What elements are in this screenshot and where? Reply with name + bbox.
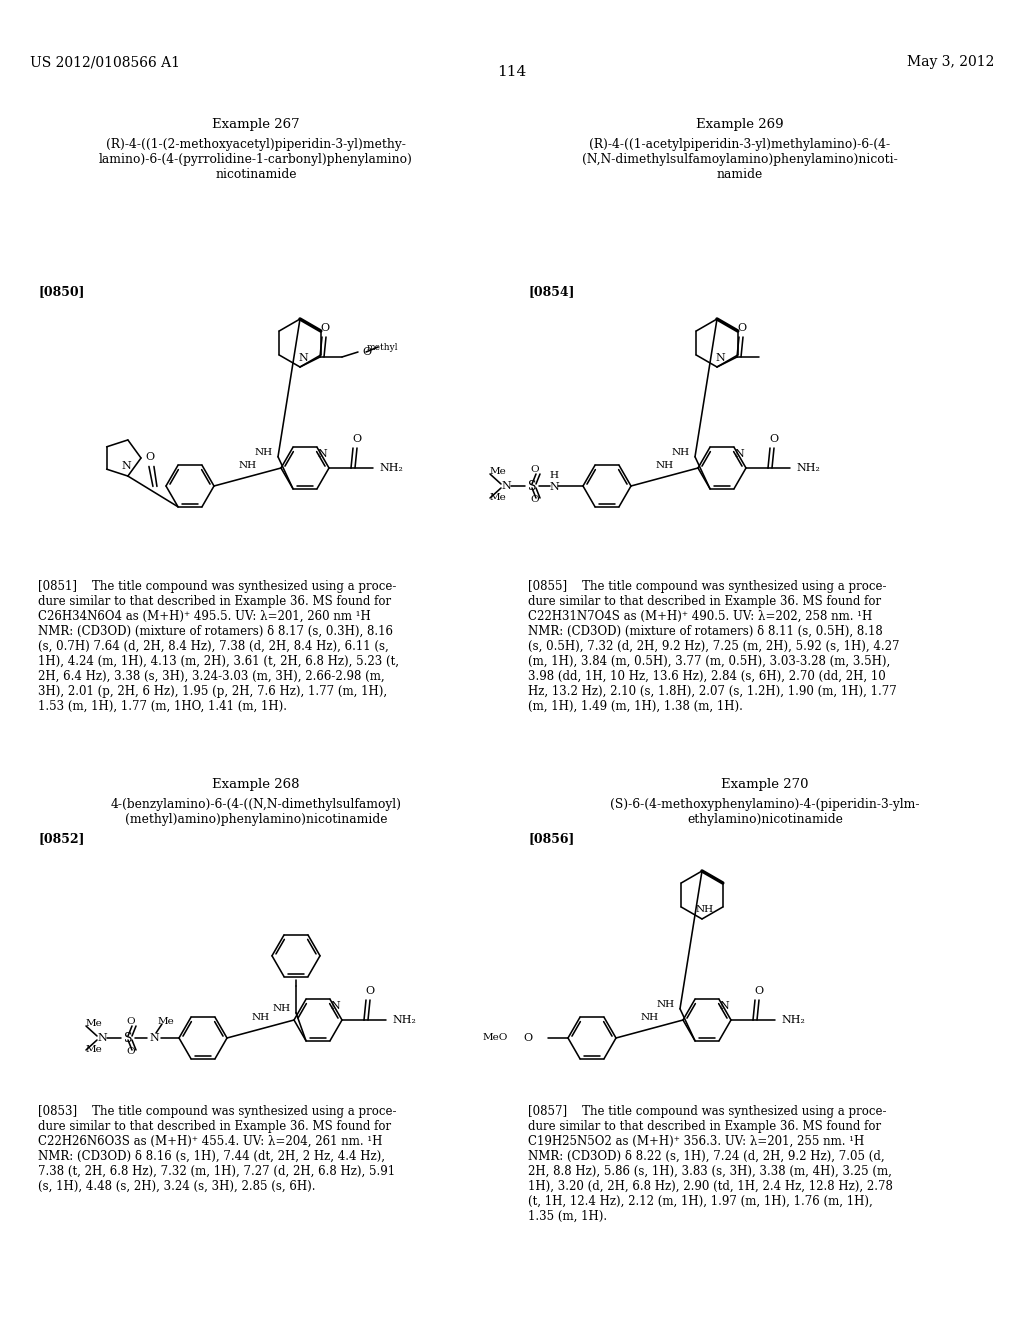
Text: Me: Me <box>86 1019 102 1028</box>
Text: N: N <box>719 1001 729 1011</box>
Text: O: O <box>352 434 361 444</box>
Text: O: O <box>145 453 155 462</box>
Text: O: O <box>321 323 330 333</box>
Text: NH: NH <box>657 1001 675 1010</box>
Text: US 2012/0108566 A1: US 2012/0108566 A1 <box>30 55 180 69</box>
Text: N: N <box>298 352 308 363</box>
Text: [0855]    The title compound was synthesized using a proce-
dure similar to that: [0855] The title compound was synthesize… <box>528 579 899 713</box>
Text: NH: NH <box>640 1014 658 1023</box>
Text: (S)-6-(4-methoxyphenylamino)-4-(piperidin-3-ylm-
ethylamino)nicotinamide: (S)-6-(4-methoxyphenylamino)-4-(piperidi… <box>610 799 920 826</box>
Text: O: O <box>737 323 746 333</box>
Text: Me: Me <box>158 1018 175 1027</box>
Text: NH₂: NH₂ <box>781 1015 805 1026</box>
Text: S: S <box>527 479 537 492</box>
Text: O: O <box>524 1034 534 1043</box>
Text: N: N <box>715 352 725 363</box>
Text: Example 267: Example 267 <box>212 117 300 131</box>
Text: O: O <box>530 495 540 504</box>
Text: (R)-4-((1-acetylpiperidin-3-yl)methylamino)-6-(4-
(N,N-dimethylsulfamoylamino)ph: (R)-4-((1-acetylpiperidin-3-yl)methylami… <box>582 139 898 181</box>
Text: N: N <box>121 461 131 471</box>
Text: [0850]: [0850] <box>38 285 85 298</box>
Text: NH₂: NH₂ <box>379 463 402 473</box>
Text: O: O <box>530 466 540 474</box>
Text: Example 268: Example 268 <box>212 777 300 791</box>
Text: Example 269: Example 269 <box>696 117 783 131</box>
Text: (R)-4-((1-(2-methoxyacetyl)piperidin-3-yl)methy-
lamino)-6-(4-(pyrrolidine-1-car: (R)-4-((1-(2-methoxyacetyl)piperidin-3-y… <box>99 139 413 181</box>
Text: N: N <box>734 449 743 459</box>
Text: NH: NH <box>239 462 257 470</box>
Text: N: N <box>501 480 511 491</box>
Text: [0856]: [0856] <box>528 832 574 845</box>
Text: NH: NH <box>273 1005 291 1014</box>
Text: O: O <box>127 1018 135 1027</box>
Text: O: O <box>769 434 778 444</box>
Text: [0854]: [0854] <box>528 285 574 298</box>
Text: NH: NH <box>672 449 690 457</box>
Text: NH: NH <box>696 906 714 915</box>
Text: 114: 114 <box>498 65 526 79</box>
Text: O: O <box>366 986 375 997</box>
Text: N: N <box>330 1001 340 1011</box>
Text: O: O <box>755 986 764 997</box>
Text: [0857]    The title compound was synthesized using a proce-
dure similar to that: [0857] The title compound was synthesize… <box>528 1105 893 1224</box>
Text: 4-(benzylamino)-6-(4-((N,N-dimethylsulfamoyl)
(methyl)amino)phenylamino)nicotina: 4-(benzylamino)-6-(4-((N,N-dimethylsulfa… <box>111 799 401 826</box>
Text: May 3, 2012: May 3, 2012 <box>906 55 994 69</box>
Text: N: N <box>150 1034 159 1043</box>
Text: NH: NH <box>252 1014 269 1023</box>
Text: NH: NH <box>255 449 273 457</box>
Text: Me: Me <box>86 1045 102 1055</box>
Text: N: N <box>97 1034 106 1043</box>
Text: NH₂: NH₂ <box>392 1015 416 1026</box>
Text: O: O <box>362 347 371 356</box>
Text: N: N <box>317 449 327 459</box>
Text: N: N <box>549 482 559 492</box>
Text: MeO: MeO <box>482 1034 508 1043</box>
Text: O: O <box>127 1048 135 1056</box>
Text: [0853]    The title compound was synthesized using a proce-
dure similar to that: [0853] The title compound was synthesize… <box>38 1105 396 1193</box>
Text: S: S <box>124 1031 132 1044</box>
Text: [0851]    The title compound was synthesized using a proce-
dure similar to that: [0851] The title compound was synthesize… <box>38 579 399 713</box>
Text: NH: NH <box>655 462 674 470</box>
Text: Me: Me <box>490 494 507 503</box>
Text: NH₂: NH₂ <box>796 463 820 473</box>
Text: methyl: methyl <box>367 342 397 351</box>
Text: Me: Me <box>490 467 507 477</box>
Text: Example 270: Example 270 <box>721 777 809 791</box>
Text: H: H <box>550 470 558 479</box>
Text: [0852]: [0852] <box>38 832 85 845</box>
